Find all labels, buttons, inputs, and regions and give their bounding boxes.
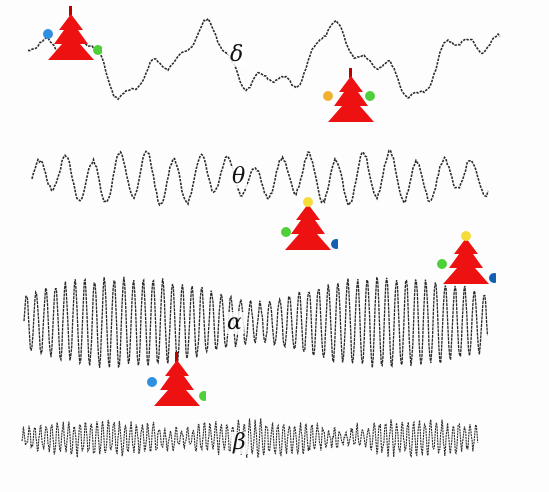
delta-wave-trace	[27, 17, 501, 101]
christmas-tree-icon	[147, 352, 206, 406]
alpha-wave-trace	[23, 276, 489, 369]
delta-label: δ	[228, 42, 246, 67]
beta-label: β	[231, 430, 248, 455]
christmas-tree-icon	[323, 68, 375, 122]
christmas-tree-icon	[281, 197, 338, 250]
alpha-label: α	[225, 310, 244, 335]
theta-label: θ	[230, 164, 248, 189]
beta-wave-trace	[21, 418, 479, 458]
christmas-tree-icon	[437, 231, 496, 284]
theta-wave-trace	[31, 149, 489, 207]
christmas-tree-icon	[43, 6, 102, 60]
